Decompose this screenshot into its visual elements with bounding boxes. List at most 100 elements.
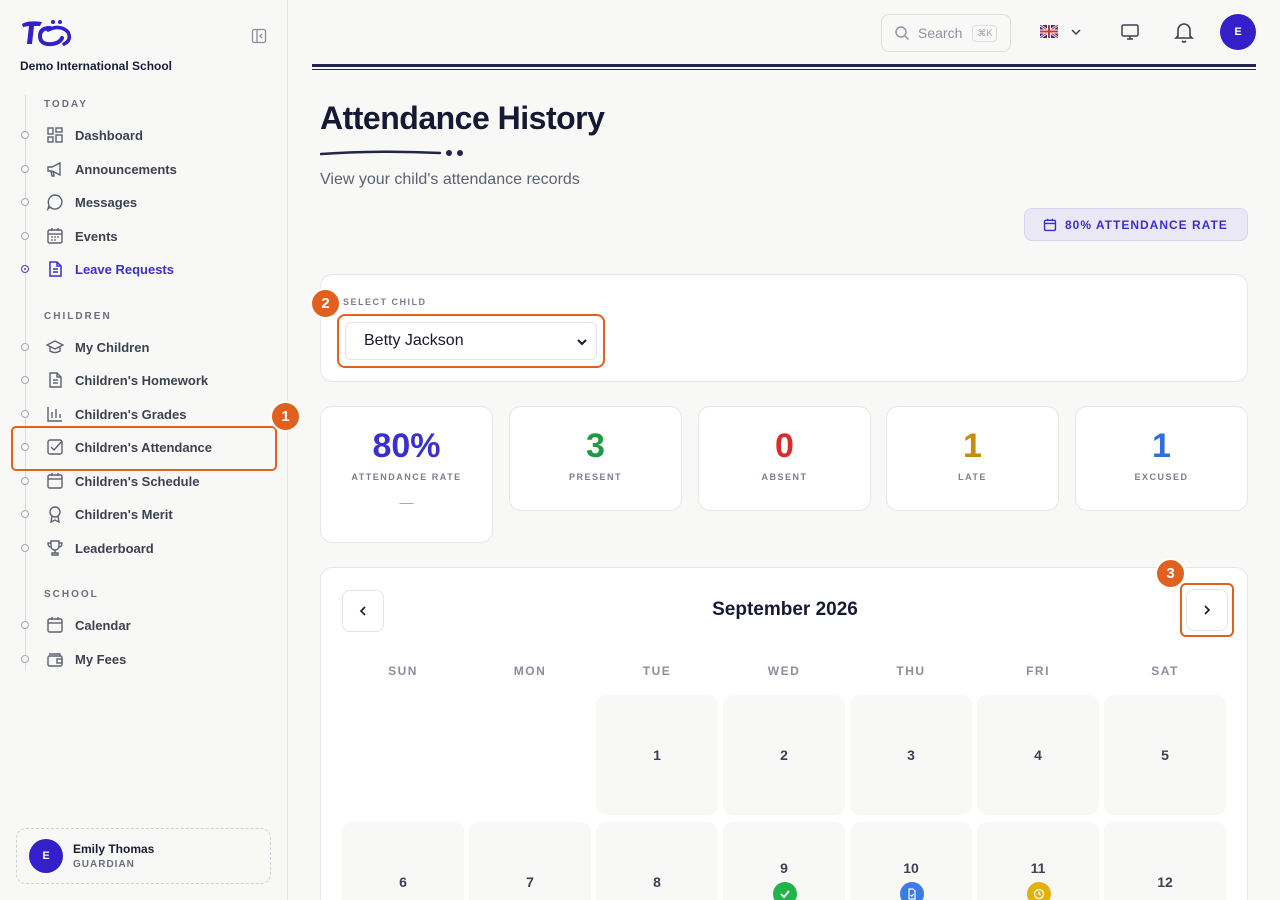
present-check-icon — [773, 882, 797, 900]
nav-section-children: CHILDREN — [44, 311, 112, 322]
calendar-day[interactable]: 8 — [596, 822, 718, 900]
calendar-icon — [47, 473, 63, 489]
sidebar-item-childrens-schedule[interactable]: Children's Schedule — [21, 467, 271, 495]
user-profile-card[interactable]: E Emily Thomas GUARDIAN — [16, 828, 271, 884]
chevron-right-icon — [1204, 605, 1211, 615]
annotation-badge-3: 3 — [1155, 558, 1186, 589]
sidebar-item-leaderboard[interactable]: Leaderboard — [21, 534, 271, 562]
sidebar-item-messages[interactable]: Messages — [21, 188, 271, 216]
sidebar-item-label: Events — [75, 228, 118, 244]
nav-dot — [21, 131, 29, 139]
search-shortcut: ⌘K — [972, 24, 998, 42]
monitor-icon[interactable] — [1120, 22, 1140, 42]
calendar-day[interactable]: 4 — [977, 695, 1099, 815]
sidebar-item-label: Leaderboard — [75, 540, 154, 556]
day-number: 2 — [780, 747, 788, 763]
bell-icon[interactable] — [1173, 20, 1195, 44]
calendar-day[interactable]: 1 — [596, 695, 718, 815]
nav-dot — [21, 544, 29, 552]
sidebar-item-childrens-merit[interactable]: Children's Merit — [21, 500, 271, 528]
school-logo-icon — [22, 20, 72, 47]
calendar-day[interactable]: 3 — [850, 695, 972, 815]
attendance-calendar: September 2026 SUN MON TUE WED THU FRI S… — [320, 567, 1248, 900]
sidebar-item-label: Children's Attendance — [75, 439, 212, 455]
sidebar-item-events[interactable]: Events — [21, 222, 271, 250]
nav-dot — [21, 232, 29, 240]
sidebar-item-childrens-homework[interactable]: Children's Homework — [21, 366, 271, 394]
sidebar-item-dashboard[interactable]: Dashboard — [21, 121, 271, 149]
collapse-sidebar-icon[interactable] — [251, 28, 267, 44]
nav-dot — [21, 621, 29, 629]
child-select[interactable]: Betty Jackson — [345, 322, 597, 360]
weekday-header: SUN — [388, 664, 418, 678]
nav-dot — [21, 443, 29, 451]
nav-dot — [21, 410, 29, 418]
search-input[interactable]: Search ⌘K — [881, 14, 1011, 52]
nav-dot — [21, 510, 29, 518]
prev-month-button[interactable] — [342, 590, 384, 632]
day-number: 11 — [1030, 860, 1046, 876]
trophy-icon — [47, 540, 63, 556]
day-number: 4 — [1034, 747, 1042, 763]
stat-value: 0 — [775, 427, 794, 465]
search-placeholder: Search — [918, 25, 963, 41]
stat-label: ABSENT — [761, 472, 808, 482]
chevron-down-icon[interactable] — [1070, 26, 1082, 38]
calendar-month-title: September 2026 — [712, 599, 858, 620]
calendar-day[interactable]: 6 — [342, 822, 464, 900]
sidebar-item-my-children[interactable]: My Children — [21, 333, 271, 361]
late-clock-icon — [1027, 882, 1051, 900]
sidebar-item-calendar[interactable]: Calendar — [21, 611, 271, 639]
calendar-day[interactable]: 5 — [1104, 695, 1226, 815]
day-number: 9 — [780, 860, 788, 876]
weekday-header: FRI — [1026, 664, 1050, 678]
title-underline-decoration — [320, 150, 463, 156]
nav-dot — [21, 655, 29, 663]
school-name: Demo International School — [20, 59, 173, 73]
document-icon — [49, 372, 62, 388]
stat-card-late: 1 LATE — [886, 406, 1059, 511]
calendar-day-excused[interactable]: 10 — [850, 822, 972, 900]
sidebar-item-childrens-attendance[interactable]: Children's Attendance — [21, 433, 271, 461]
nav-section-school: SCHOOL — [44, 589, 99, 600]
top-avatar[interactable]: E — [1220, 14, 1256, 50]
uk-flag-icon[interactable] — [1040, 25, 1058, 38]
sidebar-item-announcements[interactable]: Announcements — [21, 155, 271, 183]
sidebar-item-label: Calendar — [75, 617, 131, 633]
day-number: 12 — [1157, 874, 1173, 890]
sidebar-item-leave-requests[interactable]: Leave Requests — [21, 255, 271, 283]
calendar-icon — [1043, 218, 1057, 231]
sidebar-item-label: My Children — [75, 339, 150, 355]
annotation-badge-1: 1 — [270, 401, 301, 432]
award-ribbon-icon — [49, 506, 61, 523]
sidebar-item-childrens-grades[interactable]: Children's Grades — [21, 400, 271, 428]
calendar-day[interactable]: 2 — [723, 695, 845, 815]
next-month-button[interactable] — [1186, 589, 1228, 631]
annotation-highlight-attendance — [11, 426, 277, 471]
brand[interactable]: Demo International School — [20, 18, 172, 73]
annotation-badge-2: 2 — [310, 288, 341, 319]
annotation-highlight-select: Betty Jackson — [337, 314, 605, 368]
calendar-day-late[interactable]: 11 — [977, 822, 1099, 900]
sidebar-item-label: Leave Requests — [75, 261, 174, 277]
page-subtitle: View your child's attendance records — [320, 171, 580, 188]
checkbox-icon — [47, 439, 63, 455]
calendar-day[interactable]: 7 — [469, 822, 591, 900]
stat-label: PRESENT — [568, 472, 622, 482]
day-number: 5 — [1161, 747, 1169, 763]
stat-value: 1 — [1152, 427, 1171, 465]
sidebar-item-label: Children's Homework — [75, 372, 209, 388]
excused-document-icon — [900, 882, 924, 900]
sidebar-item-my-fees[interactable]: My Fees — [21, 645, 271, 673]
day-number: 8 — [653, 874, 661, 890]
calendar-day[interactable]: 12 — [1104, 822, 1226, 900]
calendar-day-present[interactable]: 9 — [723, 822, 845, 900]
day-number: 1 — [653, 747, 661, 763]
chat-bubble-icon — [46, 194, 63, 211]
day-number: 3 — [907, 747, 915, 763]
weekday-header: THU — [896, 664, 926, 678]
attendance-rate-badge: 80% ATTENDANCE RATE — [1024, 208, 1248, 241]
stat-card-present: 3 PRESENT — [509, 406, 682, 511]
stat-value: 1 — [963, 427, 982, 465]
sidebar-item-label: Messages — [75, 194, 138, 210]
